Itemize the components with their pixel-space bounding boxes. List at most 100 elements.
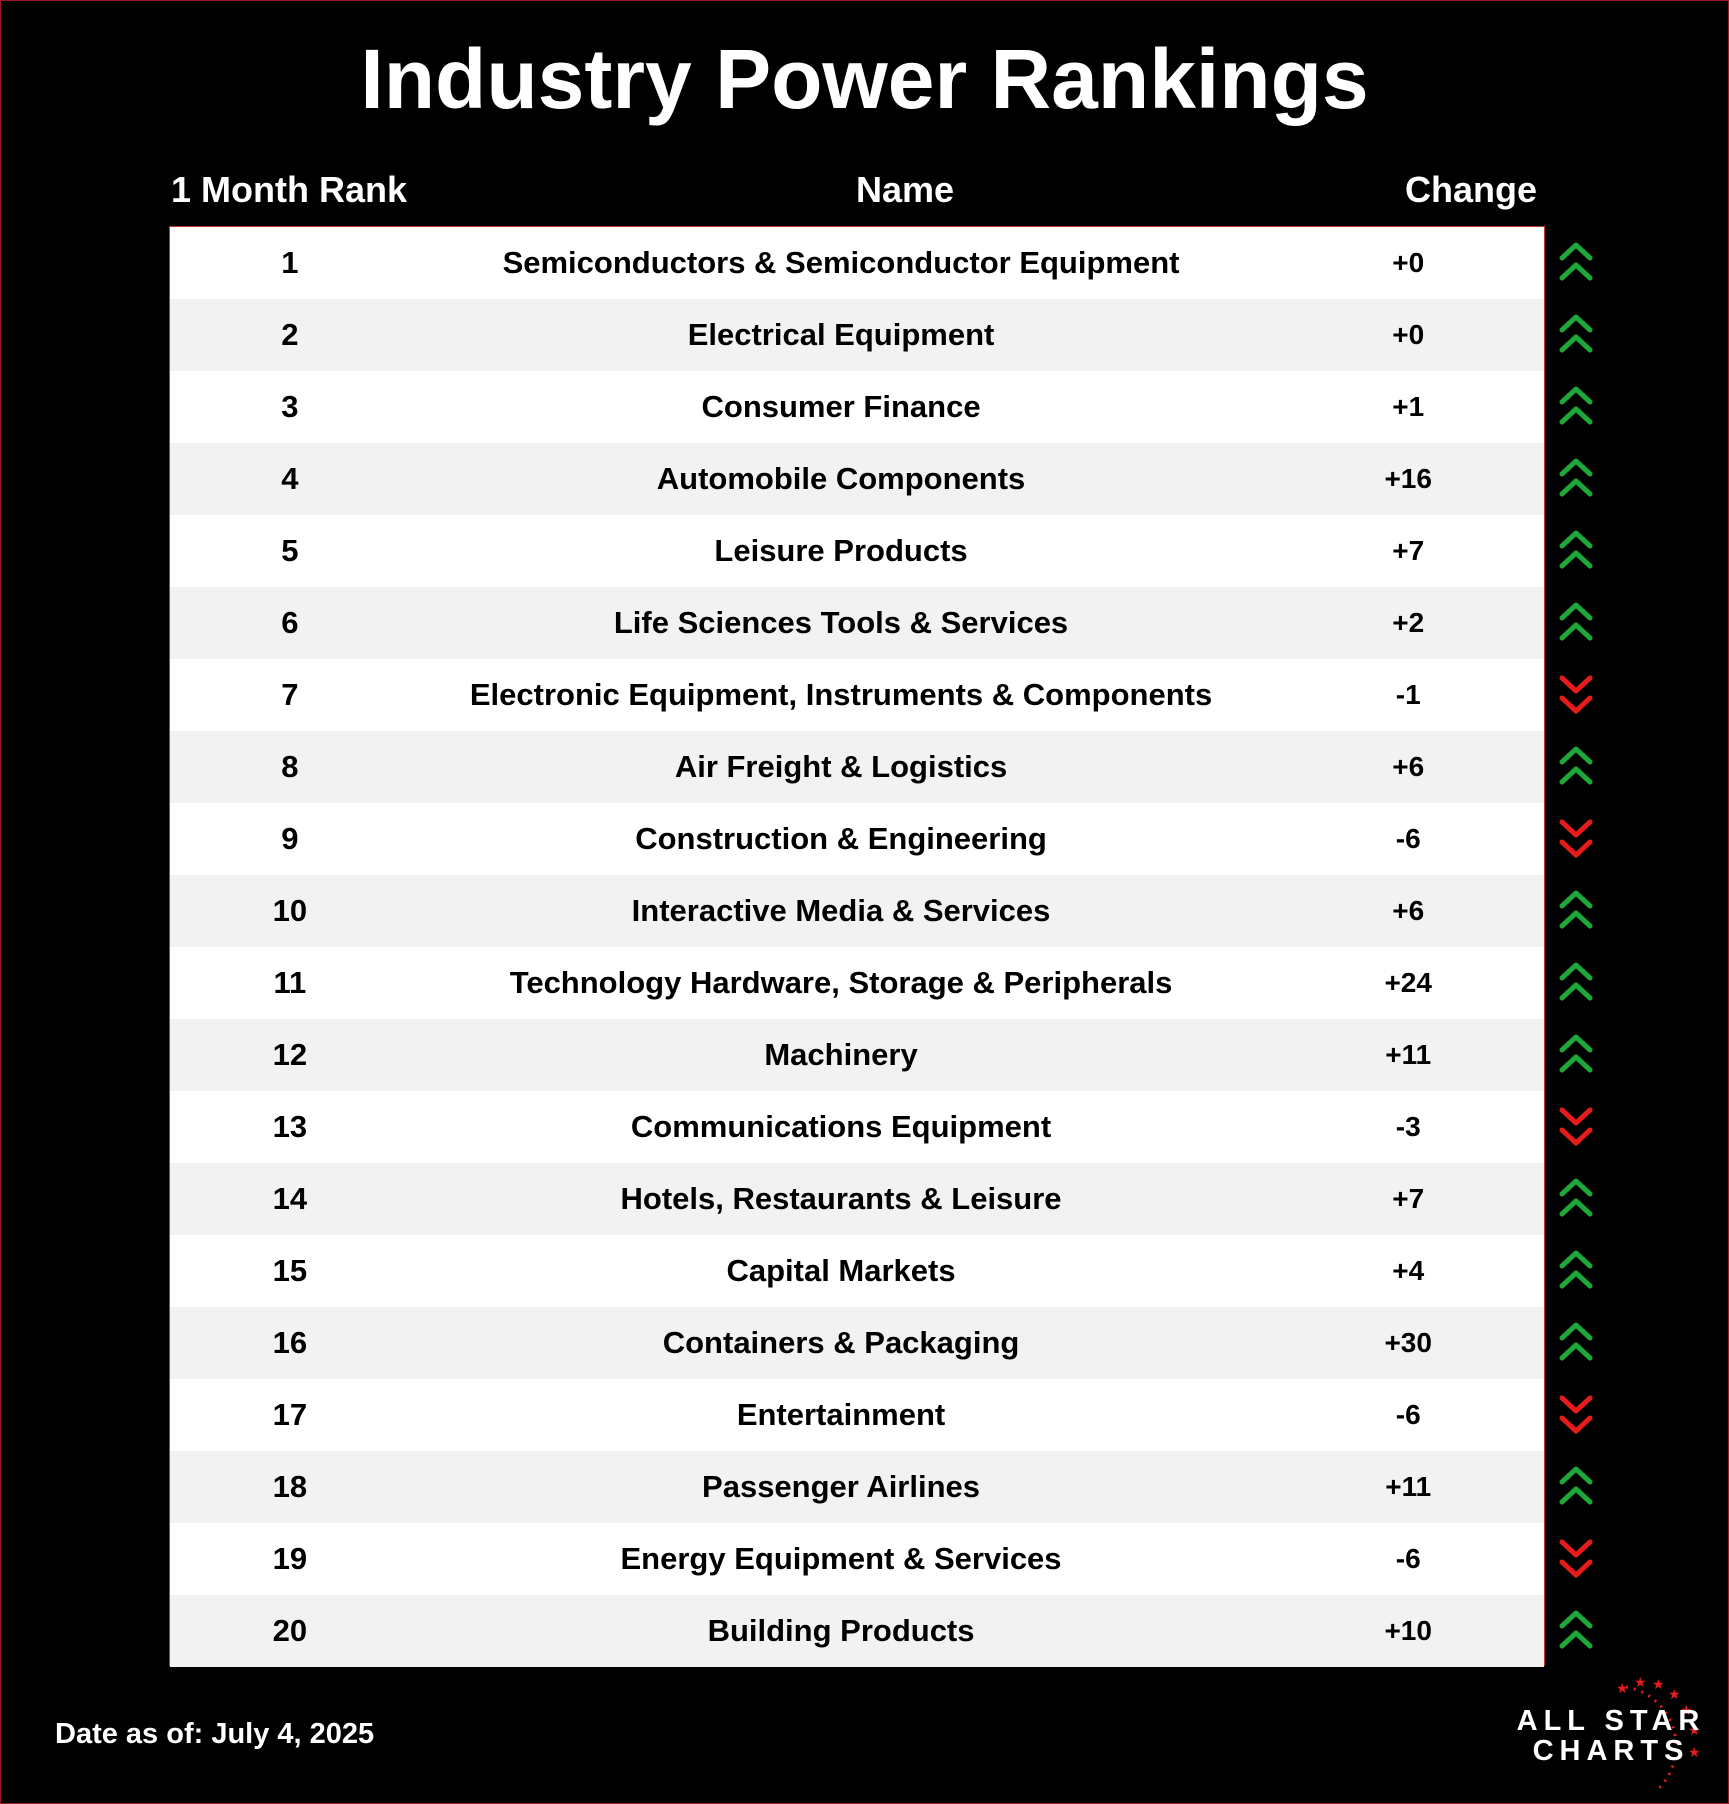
double-chevron-up-icon xyxy=(1559,1322,1593,1361)
table-row: 8 Air Freight & Logistics +6 xyxy=(170,731,1544,803)
table-row: 14 Hotels, Restaurants & Leisure +7 xyxy=(170,1163,1544,1235)
name-cell: Capital Markets xyxy=(726,1253,956,1288)
double-chevron-up-icon xyxy=(1559,458,1593,497)
name-cell: Electrical Equipment xyxy=(687,317,995,352)
rank-cell: 11 xyxy=(273,965,307,1000)
name-cell: Life Sciences Tools & Services xyxy=(613,605,1069,640)
double-chevron-down-icon xyxy=(1559,1539,1593,1578)
table-row: 3 Consumer Finance +1 xyxy=(170,371,1544,443)
change-cell: +7 xyxy=(1392,535,1425,566)
change-cell: +6 xyxy=(1392,751,1425,782)
rank-cell: 1 xyxy=(281,245,299,280)
double-chevron-down-icon xyxy=(1559,1395,1593,1434)
table-row: 16 Containers & Packaging +30 xyxy=(170,1307,1544,1379)
svg-text:★: ★ xyxy=(1634,1675,1647,1691)
change-cell: +30 xyxy=(1384,1327,1432,1358)
rank-cell: 18 xyxy=(272,1469,308,1504)
rank-cell: 19 xyxy=(272,1541,308,1576)
name-cell: Construction & Engineering xyxy=(635,821,1047,856)
svg-text:★: ★ xyxy=(1688,1745,1701,1761)
double-chevron-up-icon xyxy=(1559,962,1593,1001)
name-cell: Communications Equipment xyxy=(630,1109,1052,1144)
rank-cell: 10 xyxy=(272,893,308,928)
brand-logo: ★ ★ ★ ★ ★ ★ ★ ALL STAR CHARTS xyxy=(1506,1673,1716,1797)
change-cell: +1 xyxy=(1392,391,1425,422)
table-row: 12 Machinery +11 xyxy=(170,1019,1544,1091)
double-chevron-up-icon xyxy=(1559,242,1593,281)
table-row: 15 Capital Markets +4 xyxy=(170,1235,1544,1307)
rank-cell: 15 xyxy=(272,1253,308,1288)
change-cell: -6 xyxy=(1395,1399,1421,1430)
change-cell: +6 xyxy=(1392,895,1425,926)
double-chevron-up-icon xyxy=(1559,314,1593,353)
change-cell: +0 xyxy=(1392,247,1425,278)
double-chevron-up-icon xyxy=(1559,890,1593,929)
name-cell: Building Products xyxy=(707,1613,975,1648)
table-row: 13 Communications Equipment -3 xyxy=(170,1091,1544,1163)
table-row: 10 Interactive Media & Services +6 xyxy=(170,875,1544,947)
svg-text:★: ★ xyxy=(1680,1703,1693,1719)
change-cell: +10 xyxy=(1384,1615,1432,1646)
svg-text:★: ★ xyxy=(1616,1681,1629,1697)
double-chevron-down-icon xyxy=(1559,1107,1593,1146)
column-header-name: Name xyxy=(855,169,955,210)
date-footer: Date as of: July 4, 2025 xyxy=(55,1718,375,1750)
double-chevron-up-icon xyxy=(1559,386,1593,425)
name-cell: Machinery xyxy=(764,1037,918,1072)
rank-cell: 16 xyxy=(272,1325,308,1360)
svg-text:★: ★ xyxy=(1652,1677,1665,1693)
rank-cell: 3 xyxy=(281,389,299,424)
change-cell: -6 xyxy=(1395,1543,1421,1574)
name-cell: Hotels, Restaurants & Leisure xyxy=(620,1181,1062,1216)
table-row: 6 Life Sciences Tools & Services +2 xyxy=(170,587,1544,659)
name-cell: Leisure Products xyxy=(714,533,968,568)
change-cell: -1 xyxy=(1395,679,1421,710)
star-ring-icon: ★ ★ ★ ★ ★ ★ ★ xyxy=(1616,1675,1701,1793)
rank-cell: 2 xyxy=(281,317,299,352)
table-row: 5 Leisure Products +7 xyxy=(170,515,1544,587)
change-cell: +24 xyxy=(1384,967,1432,998)
rank-cell: 4 xyxy=(281,461,299,496)
name-cell: Semiconductors & Semiconductor Equipment xyxy=(502,245,1180,280)
double-chevron-up-icon xyxy=(1559,602,1593,641)
change-cell: +16 xyxy=(1384,463,1432,494)
table-row: 17 Entertainment -6 xyxy=(170,1379,1544,1451)
name-cell: Interactive Media & Services xyxy=(631,893,1051,928)
double-chevron-up-icon xyxy=(1559,1466,1593,1505)
name-cell: Passenger Airlines xyxy=(702,1469,981,1504)
table-row: 20 Building Products +10 xyxy=(170,1595,1544,1667)
change-cell: +4 xyxy=(1392,1255,1425,1286)
change-cell: +0 xyxy=(1392,319,1425,350)
change-cell: -3 xyxy=(1395,1111,1421,1142)
name-cell: Energy Equipment & Services xyxy=(620,1541,1062,1576)
table-row: 1 Semiconductors & Semiconductor Equipmen… xyxy=(170,227,1544,299)
double-chevron-up-icon xyxy=(1559,530,1593,569)
double-chevron-up-icon xyxy=(1559,1034,1593,1073)
table-row: 18 Passenger Airlines +11 xyxy=(170,1451,1544,1523)
table-row: 7 Electronic Equipment, Instruments & Com… xyxy=(170,659,1544,731)
double-chevron-up-icon xyxy=(1559,746,1593,785)
double-chevron-down-icon xyxy=(1559,675,1593,714)
rank-cell: 17 xyxy=(272,1397,308,1432)
double-chevron-up-icon xyxy=(1559,1178,1593,1217)
double-chevron-down-icon xyxy=(1559,819,1593,858)
double-chevron-up-icon xyxy=(1559,1250,1593,1289)
rank-cell: 5 xyxy=(281,533,299,568)
svg-text:★: ★ xyxy=(1668,1687,1681,1703)
logo-text-line2: CHARTS xyxy=(1532,1735,1690,1767)
table-row: 9 Construction & Engineering -6 xyxy=(170,803,1544,875)
change-cell: +7 xyxy=(1392,1183,1425,1214)
rank-cell: 6 xyxy=(281,605,299,640)
name-cell: Containers & Packaging xyxy=(662,1325,1020,1360)
column-header-change: Change xyxy=(1404,169,1537,210)
name-cell: Air Freight & Logistics xyxy=(674,749,1008,784)
change-cell: -6 xyxy=(1395,823,1421,854)
svg-text:★: ★ xyxy=(1688,1723,1701,1739)
rank-cell: 13 xyxy=(272,1109,308,1144)
double-chevron-up-icon xyxy=(1559,1610,1593,1649)
table-row: 2 Electrical Equipment +0 xyxy=(170,299,1544,371)
change-cell: +11 xyxy=(1385,1039,1432,1070)
change-cell: +11 xyxy=(1385,1471,1432,1502)
name-cell: Entertainment xyxy=(736,1397,946,1432)
